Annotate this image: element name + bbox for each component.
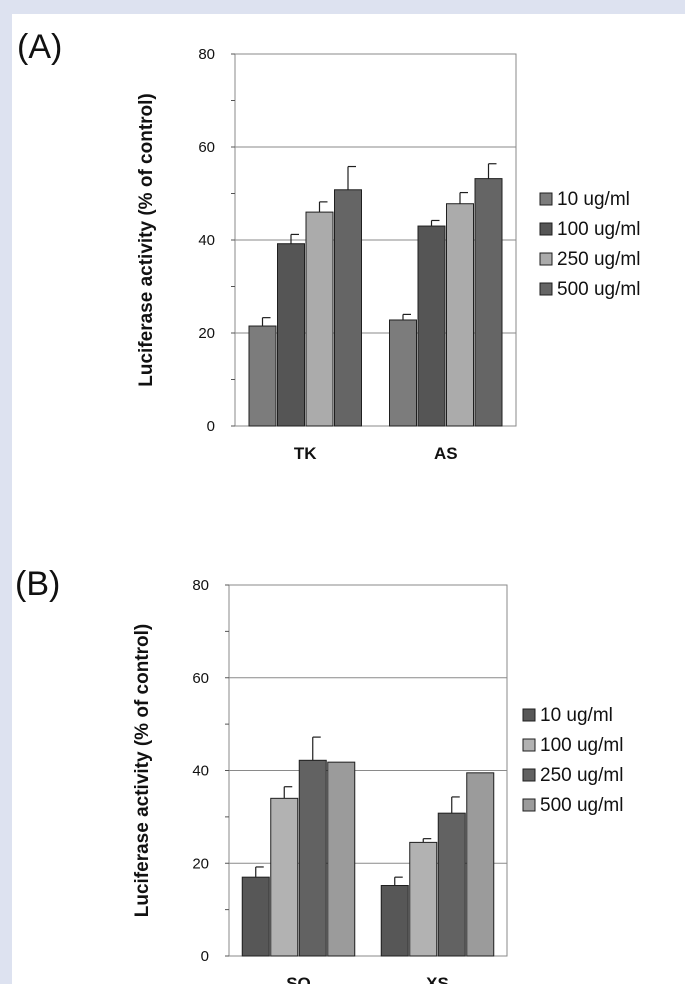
y-tick-label: 20: [192, 855, 209, 872]
legend-label: 500 ug/ml: [540, 795, 623, 816]
legend-label: 10 ug/ml: [540, 705, 613, 726]
legend-swatch: [522, 768, 536, 782]
x-category-label: TK: [294, 444, 317, 463]
y-tick-label: 0: [207, 418, 215, 435]
legend-label: 100 ug/ml: [557, 219, 640, 240]
y-tick-label: 20: [198, 325, 215, 342]
y-axis-title: Luciferase activity (% of control): [136, 93, 157, 387]
legend-swatch: [522, 798, 536, 812]
figure-frame: (A) Luciferase activity (% of control) 0 20…: [12, 14, 685, 984]
chart-panel-0: (A) Luciferase activity (% of control) 0 20…: [17, 28, 640, 463]
bar: [389, 319, 417, 427]
bar: [334, 189, 362, 427]
y-tick-label: 80: [192, 577, 209, 594]
bar: [446, 203, 474, 427]
y-tick-label: 60: [198, 139, 215, 156]
legend-label: 500 ug/ml: [557, 279, 640, 300]
bar: [474, 178, 503, 427]
legend-label: 10 ug/ml: [557, 189, 630, 210]
x-category-label: SO: [286, 974, 311, 984]
x-category-label: XS: [426, 974, 449, 984]
bar: [305, 211, 334, 427]
y-tick-label: 80: [198, 46, 215, 63]
chart-panel-1: (B) Luciferase activity (% of control) 0 20…: [15, 565, 623, 984]
x-category-label: AS: [434, 444, 458, 463]
bar: [277, 243, 305, 427]
legend-swatch: [539, 192, 553, 206]
legend-swatch: [522, 708, 536, 722]
bar: [466, 772, 495, 957]
panel-label: (A): [17, 28, 62, 66]
bar: [248, 325, 277, 427]
bar: [437, 812, 466, 957]
y-tick-label: 60: [192, 670, 209, 687]
figure-svg: (A) Luciferase activity (% of control) 0 20…: [15, 28, 640, 984]
bar: [241, 876, 270, 957]
legend-swatch: [539, 222, 553, 236]
legend-swatch: [539, 252, 553, 266]
legend-label: 250 ug/ml: [557, 249, 640, 270]
bar: [409, 841, 438, 957]
legend-swatch: [539, 282, 553, 296]
bar: [380, 885, 409, 957]
bar: [327, 761, 356, 957]
bar: [298, 759, 327, 957]
y-axis-title: Luciferase activity (% of control): [132, 624, 153, 918]
y-tick-label: 40: [192, 763, 209, 780]
bar: [270, 797, 299, 957]
legend-label: 100 ug/ml: [540, 735, 623, 756]
panel-label: (B): [15, 565, 60, 603]
y-tick-label: 0: [201, 948, 209, 965]
bar: [417, 225, 446, 427]
legend-label: 250 ug/ml: [540, 765, 623, 786]
legend-swatch: [522, 738, 536, 752]
y-tick-label: 40: [198, 232, 215, 249]
